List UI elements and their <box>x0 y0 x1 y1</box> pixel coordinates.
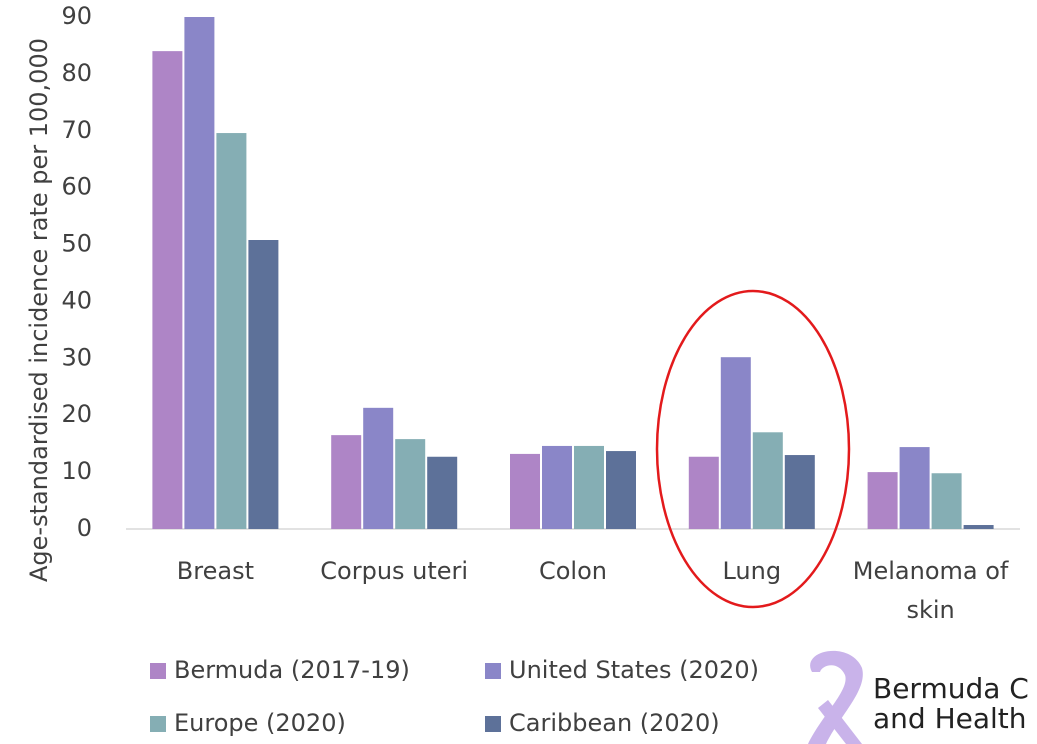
x-tick-label: Corpus uteri <box>320 557 469 585</box>
bar <box>542 445 572 529</box>
bar <box>899 447 930 529</box>
legend-label: Europe (2020) <box>174 709 346 737</box>
highlight-ellipse <box>655 289 851 609</box>
y-tick-label: 40 <box>61 286 92 314</box>
bar <box>720 357 751 529</box>
bar <box>331 435 362 529</box>
bar <box>184 17 215 529</box>
legend-swatch <box>485 663 501 679</box>
bar <box>248 240 279 529</box>
legend-label: Bermuda (2017-19) <box>174 656 410 684</box>
y-tick-label: 20 <box>61 400 92 428</box>
bar <box>427 456 458 529</box>
bar <box>606 451 636 529</box>
bar <box>152 51 183 530</box>
x-tick-label: Breast <box>176 557 254 585</box>
bar <box>510 453 540 529</box>
bar <box>752 432 783 529</box>
bar <box>574 445 604 529</box>
y-axis-title: Age-standardised incidence rate per 100,… <box>25 38 53 582</box>
bar <box>867 472 898 529</box>
bar <box>395 439 426 529</box>
legend-swatch <box>485 716 501 732</box>
bar <box>363 407 394 529</box>
logo-text: Bermuda C <box>873 672 1029 705</box>
logo-ribbon <box>808 650 863 744</box>
y-tick-label: 0 <box>77 514 92 542</box>
y-tick-label: 80 <box>61 59 92 87</box>
legend-label: United States (2020) <box>509 656 759 684</box>
bar <box>216 133 247 529</box>
bar <box>931 473 962 529</box>
legend-label: Caribbean (2020) <box>509 709 720 737</box>
x-tick-label: Colon <box>538 557 607 585</box>
x-tick-label: Lung <box>722 557 782 585</box>
y-tick-label: 30 <box>61 343 92 371</box>
logo-ribbon <box>818 700 862 744</box>
bar <box>963 525 994 529</box>
legend-swatch <box>150 663 166 679</box>
bar <box>784 455 815 529</box>
y-tick-label: 50 <box>61 230 92 258</box>
y-tick-label: 90 <box>61 2 92 30</box>
y-tick-label: 70 <box>61 116 92 144</box>
legend-swatch <box>150 716 166 732</box>
y-tick-label: 60 <box>61 173 92 201</box>
bar <box>688 456 719 529</box>
x-tick-label: Melanoma of skin <box>852 557 1009 624</box>
y-tick-label: 10 <box>61 457 92 485</box>
logo-text: and Health <box>873 702 1027 735</box>
